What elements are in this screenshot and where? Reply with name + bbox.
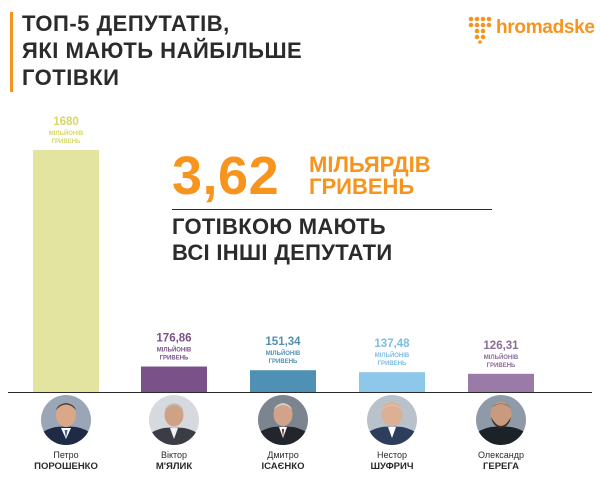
bar-2: [141, 366, 207, 392]
person-name: Петро ПОРОШЕНКО: [16, 450, 116, 472]
hromadske-logo: hromadske: [468, 16, 595, 44]
person-last-name: ІСАЄНКО: [261, 461, 305, 472]
person-isaenko: Дмитро ІСАЄНКО: [233, 395, 333, 472]
title-line-3: ГОТІВКИ: [22, 65, 120, 90]
person-poroshenko: Петро ПОРОШЕНКО: [16, 395, 116, 472]
person-last-name: ШУФРИЧ: [370, 461, 414, 472]
bar-4: [359, 372, 425, 392]
bar-value-label: 151,34: [265, 336, 301, 348]
person-first-name: Дмитро: [267, 450, 299, 460]
highlight-unit: МІЛЬЯРДІВ ГРИВЕНЬ: [309, 154, 431, 198]
person-last-name: ПОРОШЕНКО: [34, 461, 98, 472]
bar-value-label: 126,31: [483, 340, 519, 352]
person-name: Віктор М'ЯЛИК: [124, 450, 224, 472]
title-line-1: ТОП-5 ДЕПУТАТІВ,: [22, 11, 230, 36]
bar-unit-label-line-2: ГРИВЕНЬ: [269, 359, 298, 365]
bar-unit-label-line-1: МІЛЬЙОНІВ: [266, 349, 301, 357]
bar-unit-label-line-2: ГРИВЕНЬ: [487, 363, 516, 369]
highlight-divider: [172, 209, 492, 210]
logo-wordmark: hromadske: [496, 17, 595, 38]
highlight-caption-line-2: ВСІ ІНШІ ДЕПУТАТИ: [172, 240, 393, 265]
bar-5: [468, 373, 534, 392]
title-line-2: ЯКІ МАЮТЬ НАЙБІЛЬШЕ: [22, 38, 303, 63]
bar-unit-label-line-1: МІЛЬЙОНІВ: [157, 346, 192, 354]
person-first-name: Нестор: [376, 450, 408, 460]
portrait-gerega-icon: [476, 395, 526, 445]
person-first-name: Олександр: [478, 450, 524, 460]
highlight-block: 3,62 МІЛЬЯРДІВ ГРИВЕНЬ: [172, 148, 502, 208]
person-first-name: Петро: [53, 450, 79, 460]
person-last-name: М'ЯЛИК: [155, 461, 193, 472]
person-last-name: ГЕРЕГА: [482, 461, 520, 472]
portrait-myalyk-icon: [149, 395, 199, 445]
bar-value-label: 137,48: [374, 338, 410, 350]
highlight-unit-line-1: МІЛЬЯРДІВ: [309, 152, 431, 177]
bar-unit-label-line-2: ГРИВЕНЬ: [160, 356, 189, 362]
bar-value-label: 1680: [53, 116, 79, 128]
person-myalyk: Віктор М'ЯЛИК: [124, 395, 224, 472]
bar-unit-label-line-1: МІЛЬЙОНІВ: [375, 351, 410, 359]
person-gerega: Олександр ГЕРЕГА: [451, 395, 551, 472]
person-name: Нестор ШУФРИЧ: [342, 450, 442, 472]
person-shufrych: Нестор ШУФРИЧ: [342, 395, 442, 472]
highlight-value: 3,62: [172, 146, 280, 206]
bar-unit-label-line-2: ГРИВЕНЬ: [378, 361, 407, 367]
portrait-isaenko-icon: [258, 395, 308, 445]
bar-3: [250, 370, 316, 392]
portrait-poroshenko-icon: [41, 395, 91, 445]
page-title: ТОП-5 ДЕПУТАТІВ, ЯКІ МАЮТЬ НАЙБІЛЬШЕ ГОТ…: [22, 10, 342, 91]
person-first-name: Віктор: [160, 450, 188, 460]
bar-unit-label-line-1: МІЛЬЙОНІВ: [49, 129, 84, 137]
bar-unit-label-line-1: МІЛЬЙОНІВ: [484, 353, 519, 361]
person-name: Олександр ГЕРЕГА: [451, 450, 551, 472]
bar-unit-label-line-2: ГРИВЕНЬ: [52, 139, 81, 145]
hromadske-dots-icon: [468, 16, 492, 44]
portrait-shufrych-icon: [367, 395, 417, 445]
highlight-caption: ГОТІВКОЮ МАЮТЬ ВСІ ІНШІ ДЕПУТАТИ: [172, 214, 393, 266]
title-accent-bar: [10, 12, 13, 92]
person-name: Дмитро ІСАЄНКО: [233, 450, 333, 472]
bar-1: [33, 150, 99, 392]
highlight-unit-line-2: ГРИВЕНЬ: [309, 174, 415, 199]
bar-value-label: 176,86: [156, 333, 191, 345]
highlight-caption-line-1: ГОТІВКОЮ МАЮТЬ: [172, 214, 386, 239]
